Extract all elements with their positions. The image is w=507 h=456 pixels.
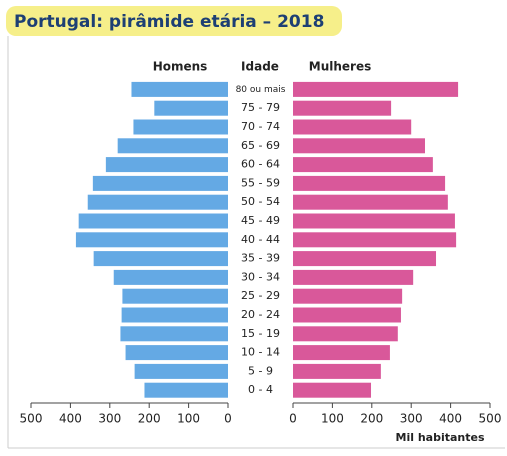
bar — [75, 232, 228, 248]
x-tick-label: 200 — [360, 412, 383, 426]
bar — [293, 157, 433, 173]
x-tick-label: 300 — [400, 412, 423, 426]
bar — [92, 175, 228, 191]
bar — [117, 138, 228, 154]
bar — [87, 194, 229, 210]
category-axis-title: Idade — [241, 60, 279, 74]
bar — [293, 138, 425, 154]
category-label: 40 - 44 — [241, 233, 280, 246]
category-label: 5 - 9 — [248, 364, 273, 377]
x-tick-label: 100 — [177, 412, 200, 426]
category-label: 70 - 74 — [241, 120, 280, 133]
category-label: 0 - 4 — [248, 383, 273, 396]
category-label: 30 - 34 — [241, 270, 280, 283]
category-label: 45 - 49 — [241, 214, 280, 227]
x-tick-label: 100 — [321, 412, 344, 426]
x-tick-label: 400 — [439, 412, 462, 426]
category-label: 50 - 54 — [241, 195, 280, 208]
category-label: 80 ou mais — [236, 85, 286, 95]
category-label: 55 - 59 — [241, 176, 280, 189]
bar — [120, 326, 228, 342]
category-label: 25 - 29 — [241, 289, 280, 302]
chart-title: Portugal: pirâmide etária – 2018 — [14, 12, 324, 32]
bar — [293, 382, 372, 398]
bar — [105, 157, 228, 173]
bar — [293, 100, 392, 116]
bar — [293, 307, 401, 323]
legend-label: Homens — [153, 60, 208, 74]
bar — [144, 382, 228, 398]
title-background — [6, 6, 342, 36]
bar — [293, 326, 398, 342]
x-axis-title: Mil habitantes — [396, 431, 485, 444]
legend-label: Mulheres — [309, 60, 371, 74]
category-label: 10 - 14 — [241, 346, 280, 359]
bar — [293, 175, 446, 191]
bar — [122, 288, 228, 304]
bar — [293, 345, 390, 361]
bar — [293, 81, 459, 97]
bar — [125, 345, 228, 361]
bar — [293, 232, 457, 248]
bar — [93, 251, 228, 267]
x-tick-label: 0 — [224, 412, 232, 426]
bar — [78, 213, 228, 229]
x-tick-label: 300 — [98, 412, 121, 426]
category-label: 20 - 24 — [241, 308, 280, 321]
bar — [293, 363, 381, 379]
x-tick-label: 200 — [138, 412, 161, 426]
category-label: 65 - 69 — [241, 139, 280, 152]
bar — [131, 81, 228, 97]
bar — [293, 288, 403, 304]
bar — [121, 307, 228, 323]
category-label: 60 - 64 — [241, 158, 280, 171]
bar — [293, 269, 414, 285]
category-label: 35 - 39 — [241, 252, 280, 265]
bar — [293, 194, 448, 210]
bar — [293, 119, 412, 135]
bar — [133, 119, 228, 135]
category-label: 75 - 79 — [241, 101, 280, 114]
x-tick-label: 500 — [479, 412, 502, 426]
x-tick-label: 500 — [20, 412, 43, 426]
bar — [293, 213, 455, 229]
bar — [134, 363, 228, 379]
bar — [113, 269, 228, 285]
category-label: 15 - 19 — [241, 327, 280, 340]
bar — [293, 251, 437, 267]
x-tick-label: 0 — [289, 412, 297, 426]
x-tick-label: 400 — [59, 412, 82, 426]
bar — [154, 100, 228, 116]
